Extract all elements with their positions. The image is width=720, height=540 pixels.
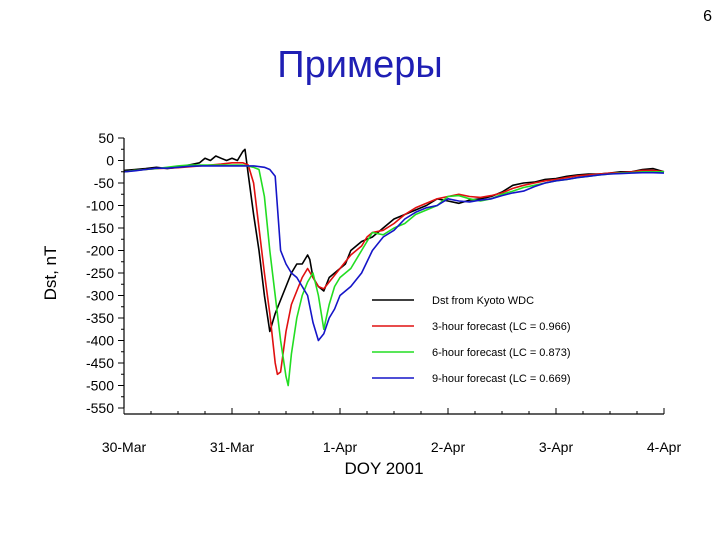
series-line-2 xyxy=(123,162,665,376)
x-tick-label: 4-Apr xyxy=(647,439,682,455)
chart-legend: Dst from Kyoto WDC 3-hour forecast (LC = … xyxy=(372,295,571,385)
y-tick-label: -500 xyxy=(86,378,114,394)
x-axis-title: DOY 2001 xyxy=(344,459,423,478)
legend-label-3: 6-hour forecast (LC = 0.873) xyxy=(432,347,571,359)
slide-number: 6 xyxy=(703,8,712,25)
slide-title: Примеры xyxy=(277,44,443,86)
x-tick-label: 2-Apr xyxy=(431,439,466,455)
chart-ticks: 50 0 -50 -100 -150 -200 -250 -300 -350 -400 -450 -5… xyxy=(86,130,681,455)
x-tick-label: 1-Apr xyxy=(323,439,358,455)
y-tick-label: -550 xyxy=(86,400,114,416)
y-tick-label: 50 xyxy=(98,130,114,146)
legend-label-2: 3-hour forecast (LC = 0.966) xyxy=(432,321,571,333)
y-tick-label: -100 xyxy=(86,198,114,214)
y-tick-label: -400 xyxy=(86,333,114,349)
y-axis-title: Dst, nT xyxy=(41,246,60,301)
y-tick-label: -350 xyxy=(86,310,114,326)
x-tick-label: 31-Mar xyxy=(210,439,255,455)
y-tick-label: 0 xyxy=(106,153,114,169)
legend-label-1: Dst from Kyoto WDC xyxy=(432,295,534,307)
x-tick-label: 30-Mar xyxy=(102,439,147,455)
y-tick-label: -450 xyxy=(86,355,114,371)
y-tick-label: -300 xyxy=(86,288,114,304)
y-tick-label: -250 xyxy=(86,265,114,281)
plot-lines xyxy=(123,148,665,387)
x-tick-label: 3-Apr xyxy=(539,439,574,455)
chart-axes xyxy=(123,138,664,415)
y-tick-label: -200 xyxy=(86,243,114,259)
series-line-4 xyxy=(123,165,665,342)
y-tick-label: -50 xyxy=(94,175,114,191)
legend-label-4: 9-hour forecast (LC = 0.669) xyxy=(432,373,571,385)
y-tick-label: -150 xyxy=(86,220,114,236)
